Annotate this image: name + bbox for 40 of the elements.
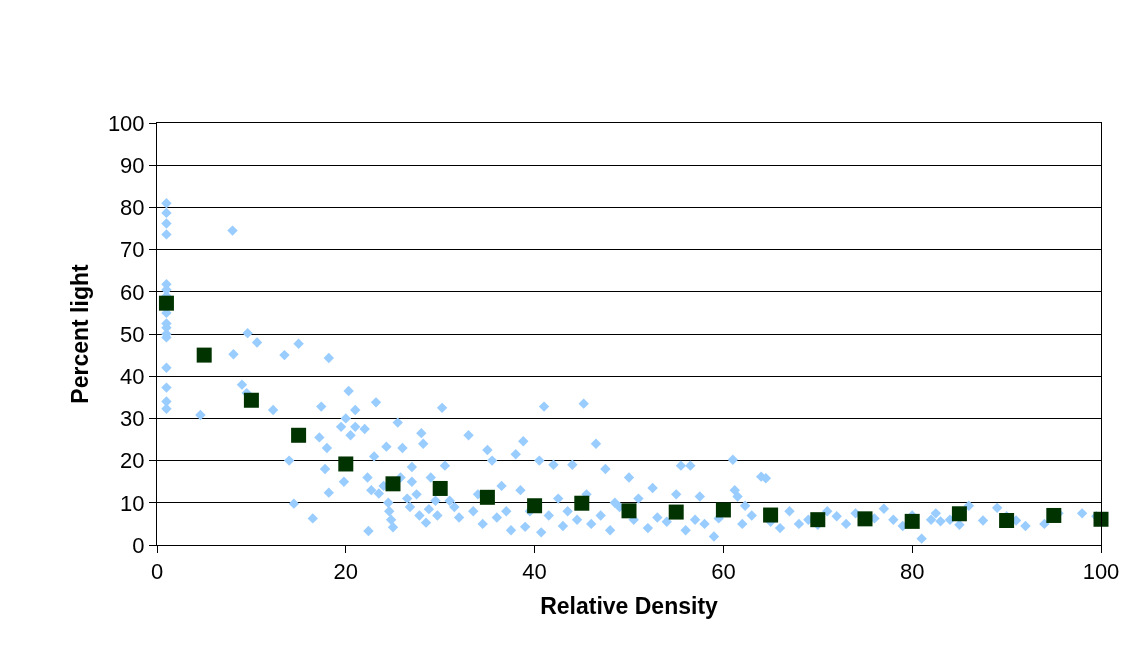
point [621,503,637,519]
point [951,506,967,522]
point [999,513,1015,529]
point [158,295,174,311]
point [857,511,873,527]
point [527,498,543,514]
point [196,347,212,363]
point [574,495,590,511]
point [291,427,307,443]
point [1093,511,1109,527]
x-tick-label: 0 [150,559,164,585]
y-tick-label: 70 [120,237,145,263]
y-tick-label: 30 [120,406,145,432]
y-tick-label: 50 [120,321,145,347]
y-tick-label: 90 [120,152,145,178]
x-tick-label: 80 [899,559,925,585]
y-tick-label: 100 [107,110,145,136]
point [810,512,826,528]
y-tick-label: 20 [120,448,145,474]
point [479,489,495,505]
point [668,504,684,520]
point [715,502,731,518]
x-axis-title: Relative Density [540,593,719,619]
point [338,456,354,472]
point [432,480,448,496]
point [385,476,401,492]
point [1046,507,1062,523]
x-tick-label: 40 [522,559,547,585]
y-tick-label: 60 [120,279,145,305]
x-tick-label: 60 [711,559,736,585]
y-axis-title: Percent light [67,264,94,404]
y-tick-label: 10 [120,490,145,516]
point [904,513,920,529]
y-tick-label: 40 [120,363,145,389]
y-tick-label: 0 [132,532,145,558]
point [243,392,259,408]
x-tick-label: 100 [1082,559,1120,585]
y-tick-label: 80 [120,195,145,221]
point [763,507,779,523]
x-tick-label: 20 [333,559,359,585]
